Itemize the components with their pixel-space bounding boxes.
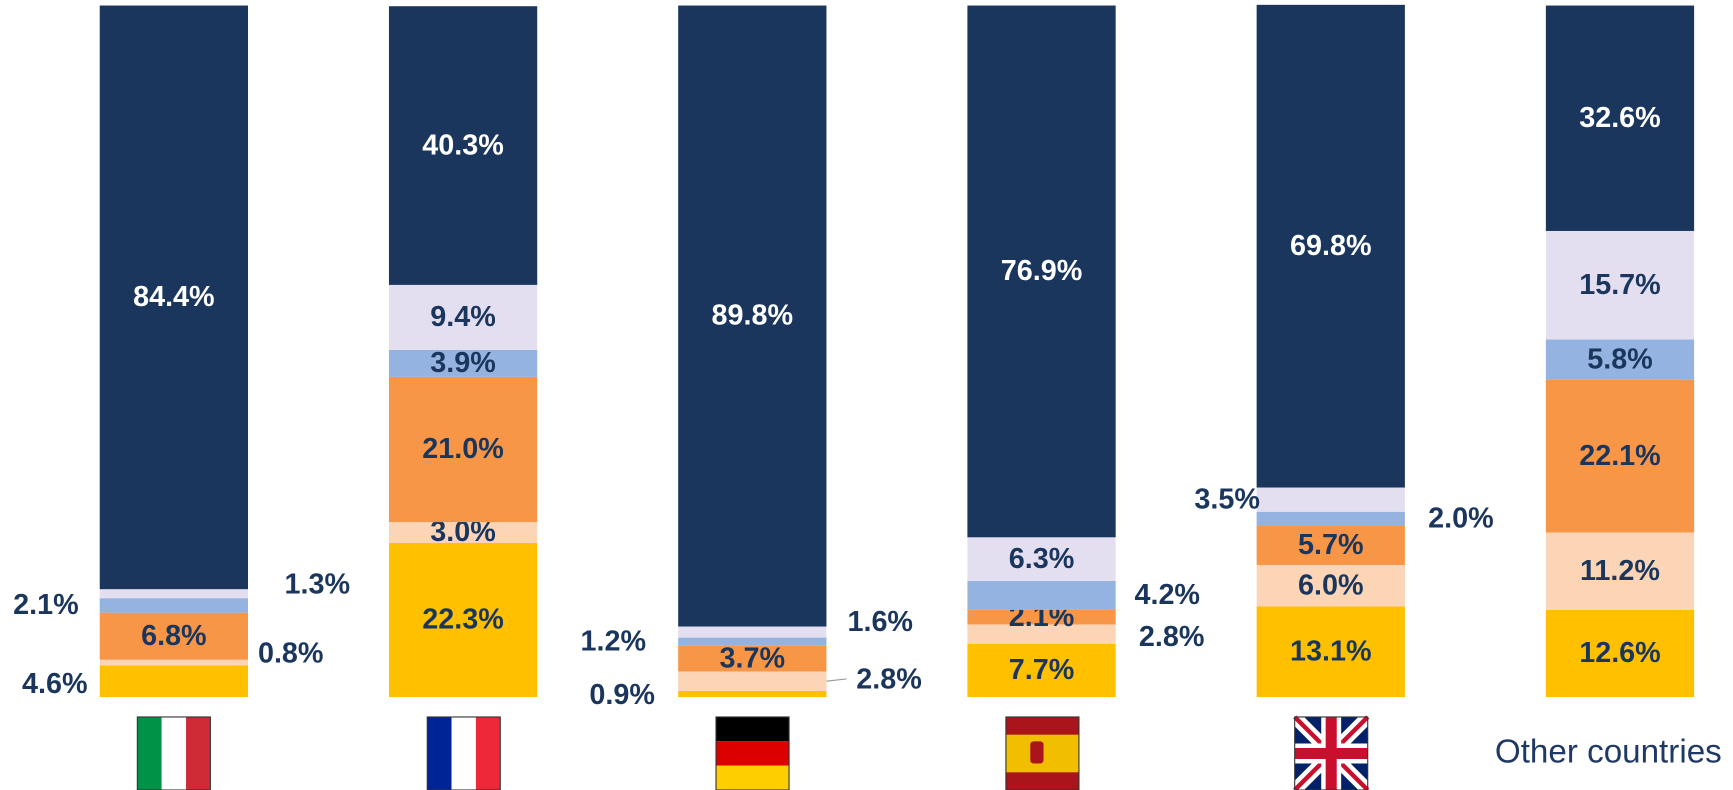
bar-segment [967, 5, 1116, 538]
data-label: 40.3% [422, 129, 504, 161]
bar-segment [388, 522, 538, 543]
data-label: 1.3% [285, 569, 351, 601]
bar-segment [99, 598, 248, 613]
bar-segment [678, 626, 827, 638]
bar-segment [1545, 339, 1695, 380]
data-label: 32.6% [1579, 102, 1661, 134]
data-label: 4.6% [22, 668, 88, 700]
data-label: 2.0% [1428, 502, 1494, 534]
bar-segment [678, 637, 827, 646]
bar-segment [99, 665, 248, 698]
bar-segment [99, 659, 248, 666]
data-label: 5.7% [1298, 529, 1364, 561]
data-label: 13.1% [1290, 635, 1372, 667]
data-label: 22.3% [422, 604, 504, 636]
data-label: 3.9% [430, 347, 496, 379]
data-label: 6.8% [141, 620, 207, 652]
data-label: 76.9% [1001, 255, 1083, 287]
x-tick-label: Other countries [1495, 733, 1722, 770]
data-label: 2.8% [856, 664, 922, 696]
bar-segment [1256, 564, 1405, 607]
bar-segment [1256, 511, 1405, 526]
bar-segment [1256, 606, 1405, 698]
flag-france [426, 716, 501, 790]
bar-segment [388, 376, 538, 523]
bar-segment [99, 5, 248, 590]
data-label: 12.6% [1579, 637, 1661, 669]
leader-line [826, 678, 847, 682]
data-label: 21.0% [422, 433, 504, 465]
flag-italy [136, 716, 211, 790]
data-label: 4.2% [1134, 579, 1200, 611]
bar-segment [1545, 609, 1695, 698]
bar-segment [388, 542, 538, 698]
data-label: 2.8% [1139, 621, 1205, 653]
bar-segment [388, 284, 538, 350]
data-label: 11.2% [1580, 555, 1660, 587]
data-label: 15.7% [1579, 269, 1661, 301]
bar-segment [99, 612, 248, 660]
flag-uk [1289, 712, 1373, 790]
flag-spain [1005, 716, 1080, 790]
data-label: 1.2% [581, 625, 647, 657]
bar-segment [967, 537, 1116, 581]
bar-segment [1256, 4, 1405, 488]
data-label: 7.7% [1009, 654, 1075, 686]
data-label: 9.4% [430, 301, 496, 333]
data-label: 1.6% [847, 606, 913, 638]
bar-segment [1545, 5, 1695, 231]
bar-segment [1256, 525, 1405, 565]
bar-segment [678, 671, 827, 691]
bar-segment [967, 580, 1116, 610]
bar-segment [967, 609, 1116, 625]
bar-segment [1545, 532, 1695, 610]
data-label: 0.8% [258, 637, 324, 669]
data-label: 89.8% [712, 300, 794, 332]
data-label: 5.8% [1587, 343, 1653, 375]
bar-segment [967, 643, 1116, 698]
data-label: 3.5% [1194, 483, 1260, 515]
flag-germany [715, 716, 790, 790]
data-label: 84.4% [133, 281, 215, 313]
data-label: 6.0% [1298, 569, 1364, 601]
bar-segment [678, 690, 827, 698]
data-label: 69.8% [1290, 230, 1372, 262]
bar-segment [1545, 379, 1695, 533]
bar-segment [388, 6, 538, 285]
data-label: 0.9% [589, 679, 655, 711]
data-label: 6.3% [1009, 543, 1075, 575]
bar-segment [1256, 487, 1405, 512]
bar-segment [388, 349, 538, 377]
bar-segment [967, 624, 1116, 644]
data-label: 22.1% [1579, 440, 1661, 472]
bar-segment [99, 589, 248, 599]
data-label: 2.1% [13, 589, 79, 621]
bar-segment [1545, 230, 1695, 340]
bar-segment [678, 5, 827, 627]
bar-segment [678, 645, 827, 672]
data-label: 3.7% [720, 642, 786, 674]
